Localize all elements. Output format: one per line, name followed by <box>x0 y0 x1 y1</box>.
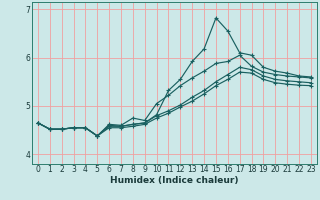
X-axis label: Humidex (Indice chaleur): Humidex (Indice chaleur) <box>110 176 239 185</box>
